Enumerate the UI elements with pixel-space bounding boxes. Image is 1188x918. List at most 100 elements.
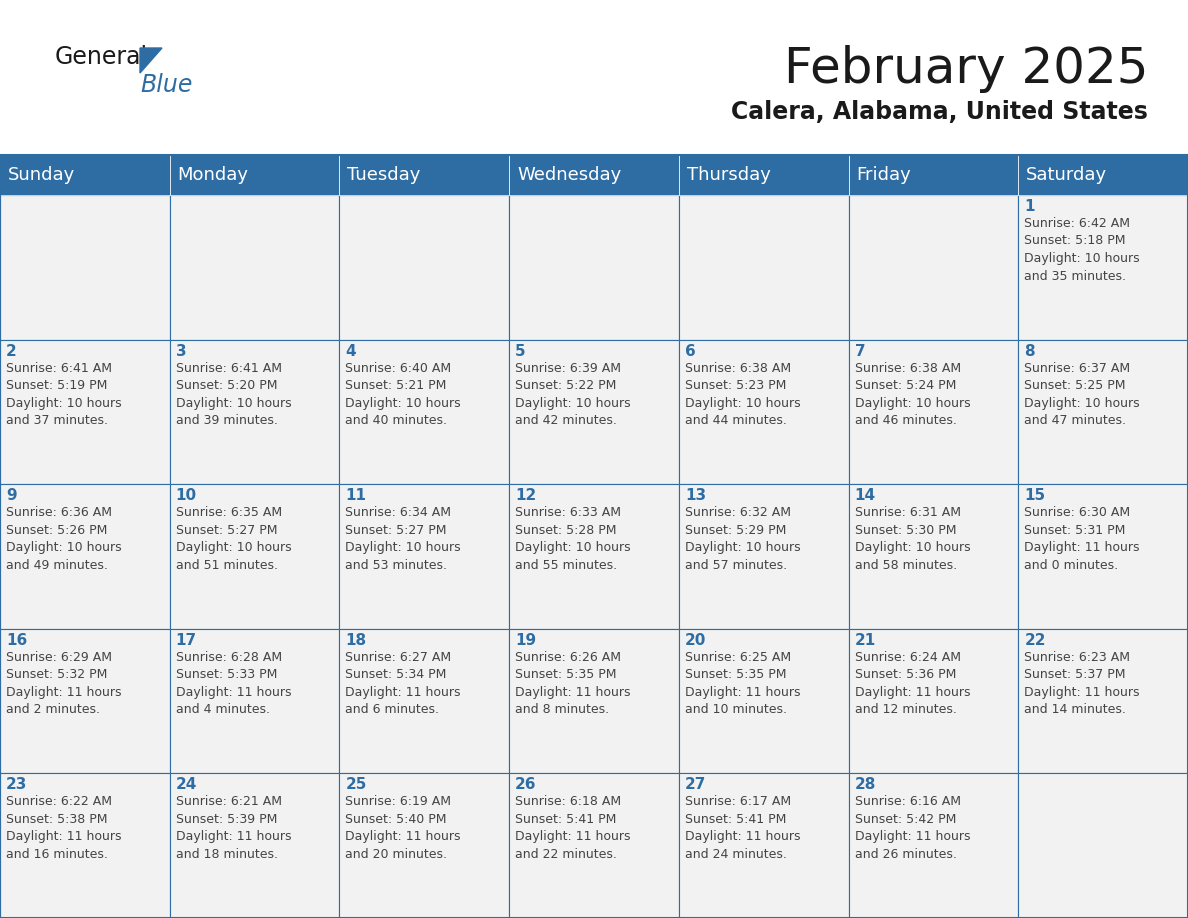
Text: Sunrise: 6:25 AM
Sunset: 5:35 PM
Daylight: 11 hours
and 10 minutes.: Sunrise: 6:25 AM Sunset: 5:35 PM Dayligh… bbox=[684, 651, 801, 716]
Text: February 2025: February 2025 bbox=[784, 45, 1148, 93]
Bar bbox=[1018, 155, 1188, 195]
Text: 2: 2 bbox=[6, 343, 17, 359]
Bar bbox=[340, 195, 510, 340]
Text: 16: 16 bbox=[6, 633, 27, 648]
Text: 22: 22 bbox=[1024, 633, 1045, 648]
Polygon shape bbox=[140, 48, 162, 73]
Bar bbox=[510, 629, 678, 773]
Bar bbox=[1018, 773, 1188, 918]
Bar bbox=[340, 155, 510, 195]
Bar bbox=[0, 195, 170, 340]
Bar bbox=[170, 773, 340, 918]
Bar bbox=[1018, 340, 1188, 484]
Bar bbox=[510, 340, 678, 484]
Bar bbox=[340, 629, 510, 773]
Text: 27: 27 bbox=[684, 778, 706, 792]
Bar bbox=[0, 484, 170, 629]
Bar bbox=[0, 155, 1188, 918]
Text: Sunrise: 6:37 AM
Sunset: 5:25 PM
Daylight: 10 hours
and 47 minutes.: Sunrise: 6:37 AM Sunset: 5:25 PM Dayligh… bbox=[1024, 362, 1140, 427]
Bar bbox=[170, 484, 340, 629]
Text: 4: 4 bbox=[346, 343, 356, 359]
Text: 14: 14 bbox=[854, 488, 876, 503]
Bar bbox=[678, 629, 848, 773]
Text: Sunrise: 6:27 AM
Sunset: 5:34 PM
Daylight: 11 hours
and 6 minutes.: Sunrise: 6:27 AM Sunset: 5:34 PM Dayligh… bbox=[346, 651, 461, 716]
Text: 7: 7 bbox=[854, 343, 865, 359]
Text: Sunrise: 6:34 AM
Sunset: 5:27 PM
Daylight: 10 hours
and 53 minutes.: Sunrise: 6:34 AM Sunset: 5:27 PM Dayligh… bbox=[346, 506, 461, 572]
Bar bbox=[510, 155, 678, 195]
Text: 13: 13 bbox=[684, 488, 706, 503]
Text: Sunrise: 6:38 AM
Sunset: 5:24 PM
Daylight: 10 hours
and 46 minutes.: Sunrise: 6:38 AM Sunset: 5:24 PM Dayligh… bbox=[854, 362, 971, 427]
Bar bbox=[0, 340, 170, 484]
Bar bbox=[848, 773, 1018, 918]
Text: 10: 10 bbox=[176, 488, 197, 503]
Text: Sunrise: 6:31 AM
Sunset: 5:30 PM
Daylight: 10 hours
and 58 minutes.: Sunrise: 6:31 AM Sunset: 5:30 PM Dayligh… bbox=[854, 506, 971, 572]
Bar bbox=[340, 773, 510, 918]
Text: Calera, Alabama, United States: Calera, Alabama, United States bbox=[731, 100, 1148, 124]
Bar bbox=[0, 155, 170, 195]
Text: Sunrise: 6:40 AM
Sunset: 5:21 PM
Daylight: 10 hours
and 40 minutes.: Sunrise: 6:40 AM Sunset: 5:21 PM Dayligh… bbox=[346, 362, 461, 427]
Text: 25: 25 bbox=[346, 778, 367, 792]
Text: Sunrise: 6:16 AM
Sunset: 5:42 PM
Daylight: 11 hours
and 26 minutes.: Sunrise: 6:16 AM Sunset: 5:42 PM Dayligh… bbox=[854, 795, 971, 861]
Bar bbox=[340, 484, 510, 629]
Text: Sunday: Sunday bbox=[8, 166, 75, 184]
Text: Sunrise: 6:22 AM
Sunset: 5:38 PM
Daylight: 11 hours
and 16 minutes.: Sunrise: 6:22 AM Sunset: 5:38 PM Dayligh… bbox=[6, 795, 121, 861]
Text: Sunrise: 6:28 AM
Sunset: 5:33 PM
Daylight: 11 hours
and 4 minutes.: Sunrise: 6:28 AM Sunset: 5:33 PM Dayligh… bbox=[176, 651, 291, 716]
Text: Sunrise: 6:36 AM
Sunset: 5:26 PM
Daylight: 10 hours
and 49 minutes.: Sunrise: 6:36 AM Sunset: 5:26 PM Dayligh… bbox=[6, 506, 121, 572]
Text: 15: 15 bbox=[1024, 488, 1045, 503]
Bar bbox=[848, 629, 1018, 773]
Bar bbox=[1018, 195, 1188, 340]
Bar bbox=[510, 773, 678, 918]
Bar bbox=[510, 484, 678, 629]
Bar bbox=[678, 155, 848, 195]
Text: Tuesday: Tuesday bbox=[347, 166, 421, 184]
Text: Sunrise: 6:17 AM
Sunset: 5:41 PM
Daylight: 11 hours
and 24 minutes.: Sunrise: 6:17 AM Sunset: 5:41 PM Dayligh… bbox=[684, 795, 801, 861]
Bar bbox=[0, 629, 170, 773]
Text: Blue: Blue bbox=[140, 73, 192, 97]
Text: Friday: Friday bbox=[857, 166, 911, 184]
Bar bbox=[678, 340, 848, 484]
Text: Sunrise: 6:30 AM
Sunset: 5:31 PM
Daylight: 11 hours
and 0 minutes.: Sunrise: 6:30 AM Sunset: 5:31 PM Dayligh… bbox=[1024, 506, 1139, 572]
Text: 12: 12 bbox=[516, 488, 537, 503]
Text: 20: 20 bbox=[684, 633, 706, 648]
Text: 11: 11 bbox=[346, 488, 366, 503]
Text: General: General bbox=[55, 45, 148, 69]
Text: Sunrise: 6:42 AM
Sunset: 5:18 PM
Daylight: 10 hours
and 35 minutes.: Sunrise: 6:42 AM Sunset: 5:18 PM Dayligh… bbox=[1024, 217, 1140, 283]
Text: 17: 17 bbox=[176, 633, 197, 648]
Text: Sunrise: 6:32 AM
Sunset: 5:29 PM
Daylight: 10 hours
and 57 minutes.: Sunrise: 6:32 AM Sunset: 5:29 PM Dayligh… bbox=[684, 506, 801, 572]
Text: Sunrise: 6:21 AM
Sunset: 5:39 PM
Daylight: 11 hours
and 18 minutes.: Sunrise: 6:21 AM Sunset: 5:39 PM Dayligh… bbox=[176, 795, 291, 861]
Text: 21: 21 bbox=[854, 633, 876, 648]
Bar bbox=[170, 195, 340, 340]
Bar bbox=[848, 340, 1018, 484]
Text: Wednesday: Wednesday bbox=[517, 166, 621, 184]
Text: 3: 3 bbox=[176, 343, 187, 359]
Text: Sunrise: 6:29 AM
Sunset: 5:32 PM
Daylight: 11 hours
and 2 minutes.: Sunrise: 6:29 AM Sunset: 5:32 PM Dayligh… bbox=[6, 651, 121, 716]
Bar bbox=[848, 155, 1018, 195]
Text: 1: 1 bbox=[1024, 199, 1035, 214]
Bar bbox=[848, 195, 1018, 340]
Text: 26: 26 bbox=[516, 778, 537, 792]
Bar bbox=[678, 484, 848, 629]
Bar bbox=[170, 340, 340, 484]
Bar bbox=[0, 773, 170, 918]
Bar bbox=[340, 340, 510, 484]
Text: Sunrise: 6:23 AM
Sunset: 5:37 PM
Daylight: 11 hours
and 14 minutes.: Sunrise: 6:23 AM Sunset: 5:37 PM Dayligh… bbox=[1024, 651, 1139, 716]
Bar bbox=[170, 155, 340, 195]
Text: 6: 6 bbox=[684, 343, 696, 359]
Text: Sunrise: 6:26 AM
Sunset: 5:35 PM
Daylight: 11 hours
and 8 minutes.: Sunrise: 6:26 AM Sunset: 5:35 PM Dayligh… bbox=[516, 651, 631, 716]
Text: Sunrise: 6:38 AM
Sunset: 5:23 PM
Daylight: 10 hours
and 44 minutes.: Sunrise: 6:38 AM Sunset: 5:23 PM Dayligh… bbox=[684, 362, 801, 427]
Bar bbox=[848, 484, 1018, 629]
Text: Sunrise: 6:41 AM
Sunset: 5:20 PM
Daylight: 10 hours
and 39 minutes.: Sunrise: 6:41 AM Sunset: 5:20 PM Dayligh… bbox=[176, 362, 291, 427]
Bar bbox=[1018, 629, 1188, 773]
Text: Sunrise: 6:24 AM
Sunset: 5:36 PM
Daylight: 11 hours
and 12 minutes.: Sunrise: 6:24 AM Sunset: 5:36 PM Dayligh… bbox=[854, 651, 971, 716]
Text: Sunrise: 6:33 AM
Sunset: 5:28 PM
Daylight: 10 hours
and 55 minutes.: Sunrise: 6:33 AM Sunset: 5:28 PM Dayligh… bbox=[516, 506, 631, 572]
Bar bbox=[170, 629, 340, 773]
Text: 28: 28 bbox=[854, 778, 876, 792]
Text: 8: 8 bbox=[1024, 343, 1035, 359]
Text: 19: 19 bbox=[516, 633, 536, 648]
Text: Sunrise: 6:18 AM
Sunset: 5:41 PM
Daylight: 11 hours
and 22 minutes.: Sunrise: 6:18 AM Sunset: 5:41 PM Dayligh… bbox=[516, 795, 631, 861]
Text: 23: 23 bbox=[6, 778, 27, 792]
Bar bbox=[1018, 484, 1188, 629]
Text: 18: 18 bbox=[346, 633, 367, 648]
Text: Sunrise: 6:35 AM
Sunset: 5:27 PM
Daylight: 10 hours
and 51 minutes.: Sunrise: 6:35 AM Sunset: 5:27 PM Dayligh… bbox=[176, 506, 291, 572]
Text: 24: 24 bbox=[176, 778, 197, 792]
